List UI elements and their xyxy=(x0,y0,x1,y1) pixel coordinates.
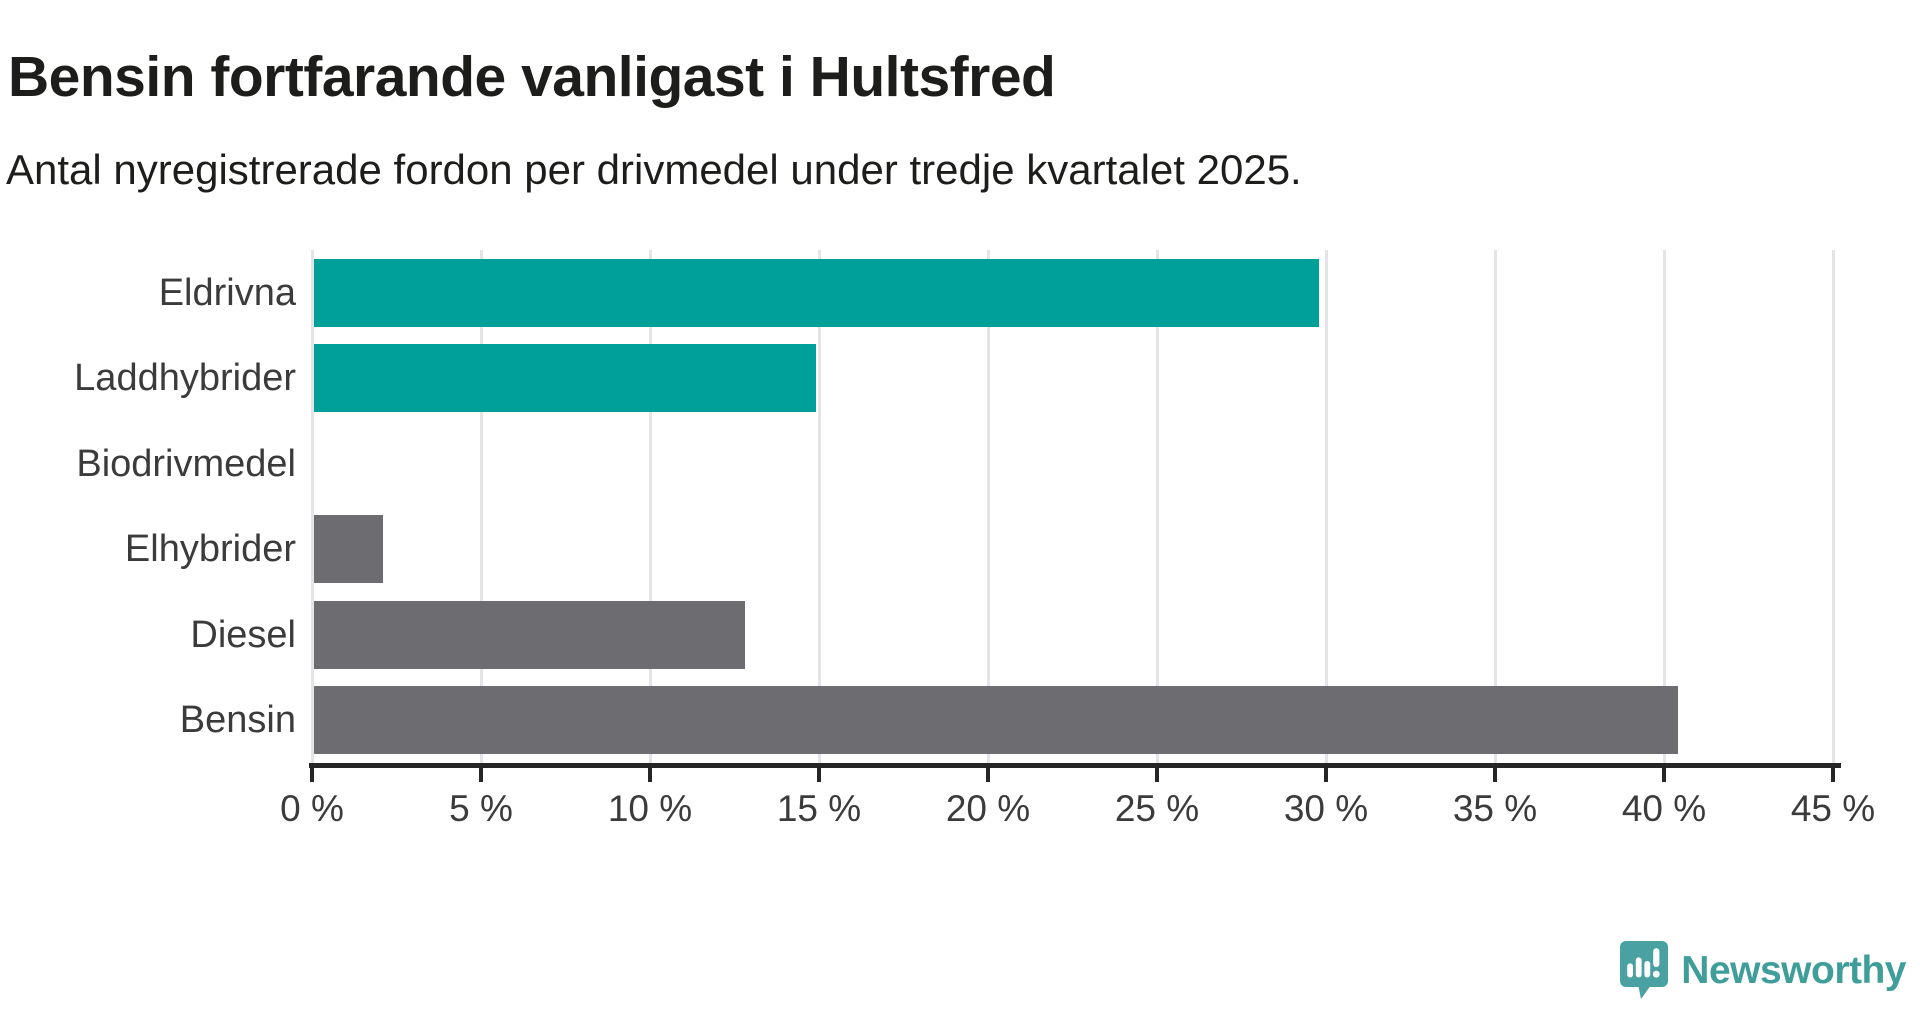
x-tick-mark xyxy=(817,763,821,782)
x-tick-label: 20 % xyxy=(945,788,1031,829)
bar-diesel xyxy=(314,600,745,669)
category-label-laddhybrider: Laddhybrider xyxy=(74,357,296,400)
category-label-elhybrider: Elhybrider xyxy=(124,528,296,571)
gridline xyxy=(1831,250,1835,763)
x-tick-label: 30 % xyxy=(1283,788,1369,829)
category-label-diesel: Diesel xyxy=(190,613,296,656)
gridline xyxy=(1324,250,1328,763)
x-tick-label: 45 % xyxy=(1790,788,1876,829)
x-tick-mark xyxy=(479,763,483,782)
gridline xyxy=(310,250,314,763)
gridline xyxy=(1493,250,1497,763)
x-tick-mark xyxy=(1155,763,1159,782)
gridline xyxy=(1662,250,1666,763)
x-tick-mark xyxy=(310,763,314,782)
x-tick-mark xyxy=(1831,763,1835,782)
x-tick-label: 10 % xyxy=(607,788,693,829)
category-label-bensin: Bensin xyxy=(179,699,296,742)
x-tick-mark xyxy=(1493,763,1497,782)
x-tick-label: 25 % xyxy=(1114,788,1200,829)
page-title: Bensin fortfarande vanligast i Hultsfred xyxy=(8,45,1056,110)
plot-area xyxy=(310,250,1835,763)
x-axis-line xyxy=(309,763,1841,768)
x-tick-mark xyxy=(1324,763,1328,782)
newsworthy-logo: Newsworthy xyxy=(1620,940,1906,1002)
newsworthy-speech-bubble-chart-icon xyxy=(1620,941,1669,999)
gridline xyxy=(986,250,990,763)
x-tick-mark xyxy=(648,763,652,782)
newsworthy-wordmark: Newsworthy xyxy=(1681,949,1906,992)
category-label-eldrivna: Eldrivna xyxy=(158,271,296,314)
gridline xyxy=(479,250,483,763)
gridline xyxy=(817,250,821,763)
bar-elhybrider xyxy=(314,515,383,584)
category-label-biodrivmedel: Biodrivmedel xyxy=(76,442,296,485)
gridline xyxy=(1155,250,1159,763)
x-tick-label: 35 % xyxy=(1452,788,1538,829)
bar-eldrivna xyxy=(314,258,1320,327)
x-tick-label: 15 % xyxy=(776,788,862,829)
x-tick-mark xyxy=(986,763,990,782)
gridline xyxy=(648,250,652,763)
bar-laddhybrider xyxy=(314,344,816,413)
x-tick-label: 5 % xyxy=(449,788,513,829)
x-tick-mark xyxy=(1662,763,1666,782)
x-tick-label: 40 % xyxy=(1621,788,1707,829)
chart-subtitle: Antal nyregistrerade fordon per drivmede… xyxy=(6,146,1302,193)
x-tick-label: 0 % xyxy=(280,788,344,829)
bar-bensin xyxy=(314,686,1678,755)
